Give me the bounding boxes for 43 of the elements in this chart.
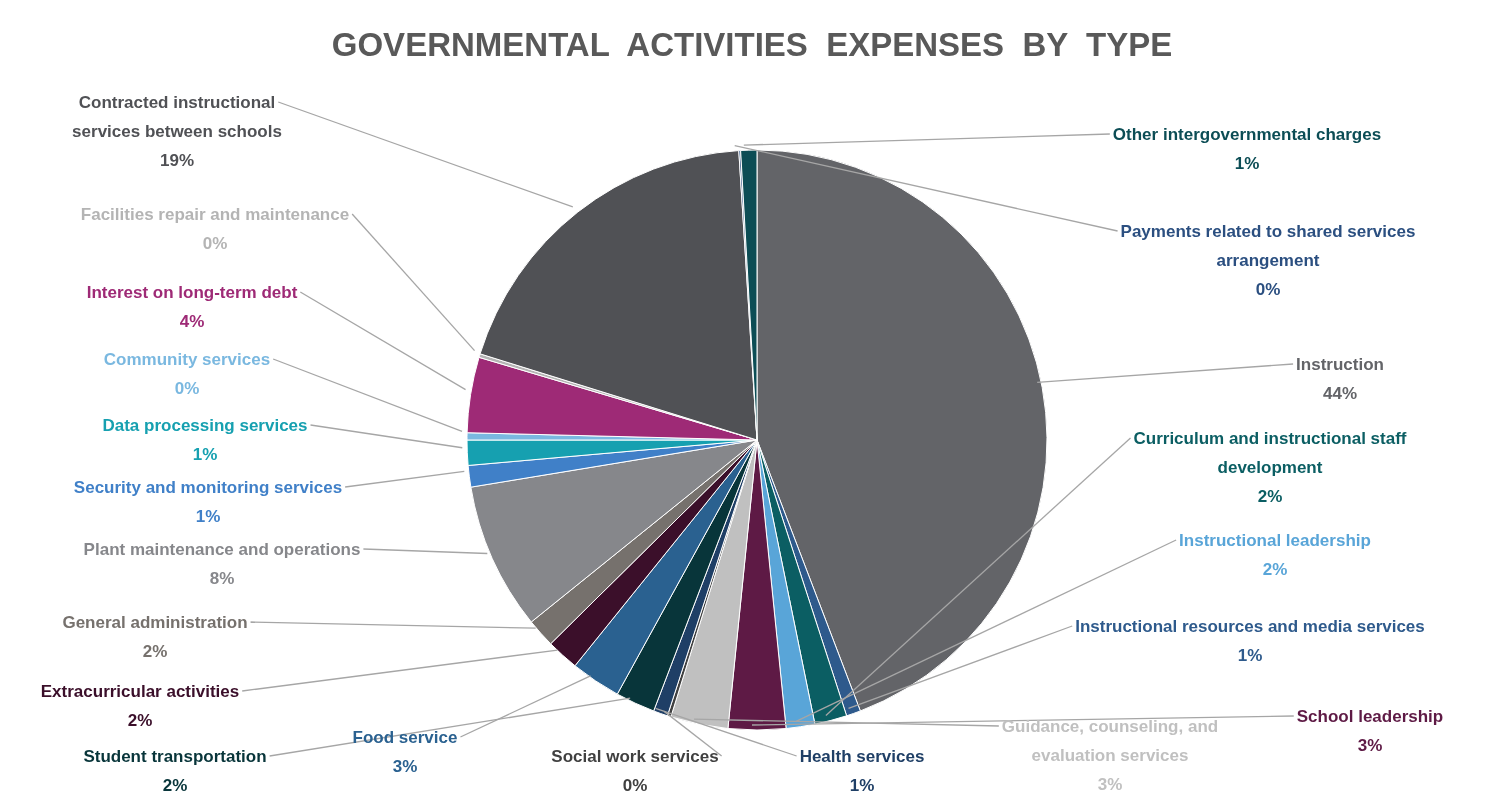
data-label: 0%	[1255, 280, 1281, 299]
slice-label: Instructional resources and media services	[1075, 617, 1425, 636]
slice-label: Instructional leadership	[1179, 531, 1371, 550]
slice-label: Food service	[352, 728, 458, 747]
data-label: 2%	[142, 642, 168, 661]
data-label: 8%	[209, 569, 235, 588]
data-label: 2%	[162, 776, 188, 795]
slice-label: School leadership	[1296, 707, 1444, 726]
data-label: 2%	[127, 711, 153, 730]
data-label: 2%	[1262, 560, 1288, 579]
data-label: 1%	[195, 507, 221, 526]
data-label: 0%	[622, 776, 648, 795]
data-label: 1%	[849, 776, 875, 795]
slice-label: Contracted instructional services between schools	[72, 93, 282, 141]
slice-label: Community services	[103, 350, 271, 369]
data-label: 19%	[159, 151, 195, 170]
data-label: 1%	[1237, 646, 1263, 665]
data-label: 3%	[392, 757, 418, 776]
data-label: 3%	[1357, 736, 1383, 755]
slice-label: Security and monitoring services	[73, 478, 343, 497]
data-label: 1%	[1234, 154, 1260, 173]
slice-label: Social work services	[551, 747, 719, 766]
slice-label: General administration	[62, 613, 248, 632]
slice-label: Curriculum and instructional staff development	[1133, 429, 1407, 477]
slice-label: Data processing services	[102, 416, 308, 435]
data-label: 44%	[1322, 384, 1358, 403]
slice-label: Facilities repair and maintenance	[80, 205, 350, 224]
slice-label: Student transportation	[83, 747, 267, 766]
data-label: 4%	[179, 312, 205, 331]
slice-label: Payments related to shared services arrangement	[1120, 222, 1416, 270]
data-label: 1%	[192, 445, 218, 464]
slice-label: Interest on long-term debt	[86, 283, 298, 302]
data-label: 3%	[1097, 775, 1123, 794]
slice-label: Guidance, counseling, and evaluation services	[1001, 717, 1219, 765]
data-label: 0%	[174, 379, 200, 398]
slice-label: Instruction	[1296, 355, 1384, 374]
slice-label: Other intergovernmental charges	[1112, 125, 1382, 144]
slice-label: Extracurricular activities	[40, 682, 240, 701]
chart-title: GOVERNMENTAL ACTIVITIES EXPENSES BY TYPE	[331, 26, 1173, 63]
data-label: 0%	[202, 234, 228, 253]
data-label: 2%	[1257, 487, 1283, 506]
slice-label: Plant maintenance and operations	[83, 540, 361, 559]
slice-label: Health services	[799, 747, 925, 766]
